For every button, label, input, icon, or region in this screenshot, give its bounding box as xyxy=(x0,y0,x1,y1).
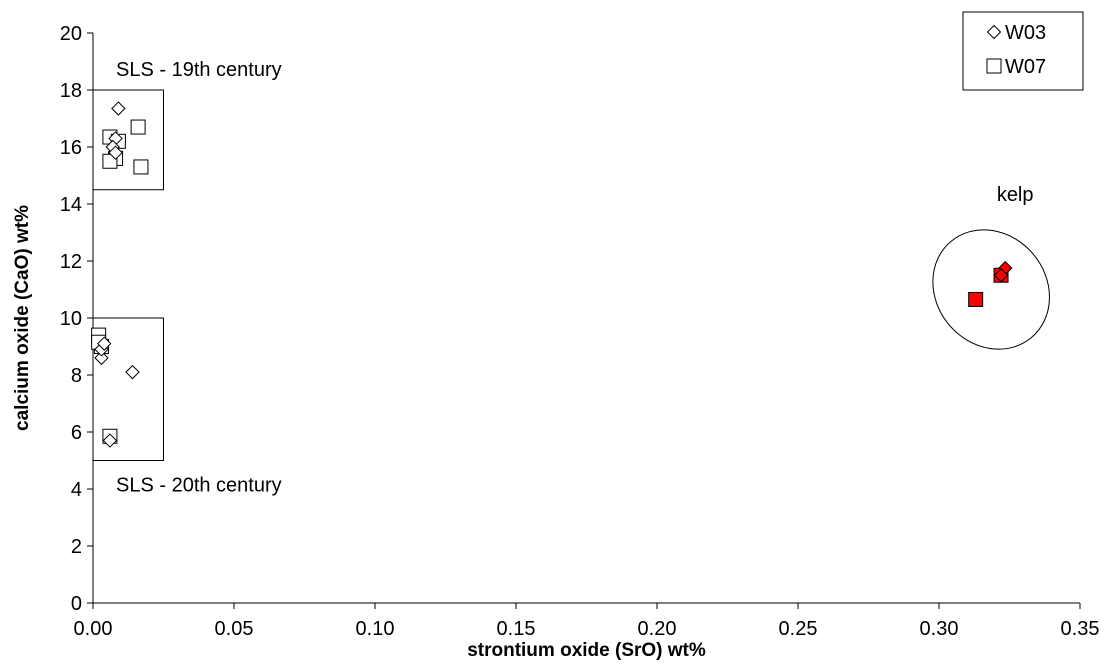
y-tick-label: 12 xyxy=(60,251,82,273)
region-box xyxy=(92,317,164,461)
x-tick-label: 0.00 xyxy=(74,618,113,640)
x-tick-label: 0.10 xyxy=(356,618,395,640)
data-point-w03 xyxy=(94,350,109,366)
data-point-w03 xyxy=(111,101,126,116)
legend-marker-w07 xyxy=(986,58,1002,74)
x-tick-label: 0.30 xyxy=(920,618,959,640)
legend-label: W07 xyxy=(1005,56,1046,78)
y-tick-label: 14 xyxy=(60,194,82,216)
y-axis-title: calcium oxide (CaO) wt% xyxy=(12,205,33,431)
x-axis-title: strontium oxide (SrO) wt% xyxy=(467,640,706,661)
x-tick-label: 0.25 xyxy=(779,618,818,640)
data-point-w03 xyxy=(993,268,1009,283)
legend-marker-w03 xyxy=(986,24,1002,40)
annotation-regions: SLS - 19th century SLS - 20th century kelp xyxy=(92,59,1050,497)
data-point-w03 xyxy=(97,336,112,351)
y-tick-label: 4 xyxy=(71,479,82,501)
data-point-w07 xyxy=(133,159,149,175)
x-tick-label: 0.35 xyxy=(1061,618,1100,640)
y-tick-label: 18 xyxy=(60,80,82,102)
data-point-w03 xyxy=(102,433,118,448)
y-tick-label: 8 xyxy=(71,365,82,387)
data-point-w07 xyxy=(130,119,146,135)
y-tick-label: 0 xyxy=(71,593,82,615)
region-label: SLS - 19th century xyxy=(116,59,282,81)
data-markers xyxy=(91,101,1013,448)
y-tick-label: 2 xyxy=(71,536,82,558)
axes xyxy=(92,33,1080,604)
region-label: SLS - 20th century xyxy=(116,475,282,497)
kelp-label: kelp xyxy=(997,184,1034,206)
legend-box xyxy=(962,11,1084,91)
y-tick-label: 10 xyxy=(60,308,82,330)
x-tick-label: 0.15 xyxy=(497,618,536,640)
region-box xyxy=(92,89,164,191)
y-tick-label: 6 xyxy=(71,422,82,444)
legend-label: W03 xyxy=(1005,22,1046,44)
x-axis-ticks: 0.00 0.05 0.10 0.15 0.20 0.25 0.30 0.35 xyxy=(74,603,1100,640)
y-tick-label: 20 xyxy=(60,23,82,45)
data-point-w07 xyxy=(968,291,984,307)
y-tick-label: 16 xyxy=(60,137,82,159)
data-point-w03 xyxy=(108,145,123,160)
y-axis-ticks: 0 2 4 6 8 10 12 14 16 18 20 xyxy=(60,23,93,615)
kelp-ellipse xyxy=(932,229,1050,350)
x-tick-label: 0.05 xyxy=(215,618,254,640)
x-tick-label: 0.20 xyxy=(638,618,677,640)
legend: W03 W07 xyxy=(962,11,1084,91)
data-point-w03 xyxy=(125,364,140,380)
